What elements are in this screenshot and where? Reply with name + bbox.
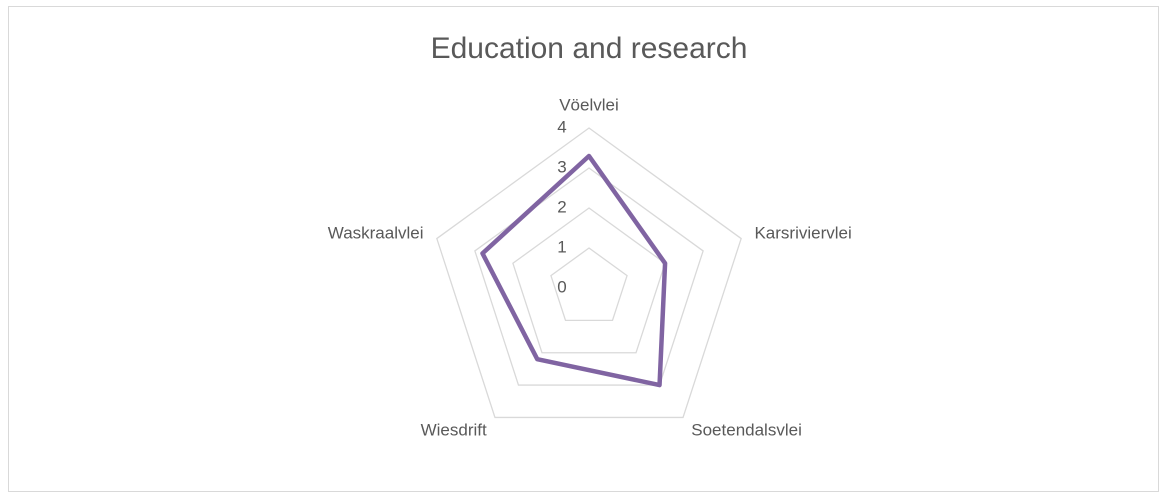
grid-ring [436,127,742,419]
chart-border [8,6,1159,492]
r-tick-label: 1 [557,237,566,256]
series-line [480,153,668,388]
r-tick-label: 0 [557,277,566,296]
grid-ring [512,207,666,354]
grid-ring [474,167,704,386]
r-tick-label: 2 [557,197,566,216]
chart-title: Education and research [431,32,748,65]
category-label: Waskraalvlei [328,224,424,243]
category-label: Karsriviervlei [754,224,851,243]
r-tick-label: 3 [557,157,566,176]
category-label: Wiesdrift [421,420,487,439]
category-label: Soetendalsvlei [691,420,802,439]
category-label: Vöelvlei [559,95,619,114]
r-tick-label: 4 [557,117,566,136]
grid-ring [550,247,628,322]
